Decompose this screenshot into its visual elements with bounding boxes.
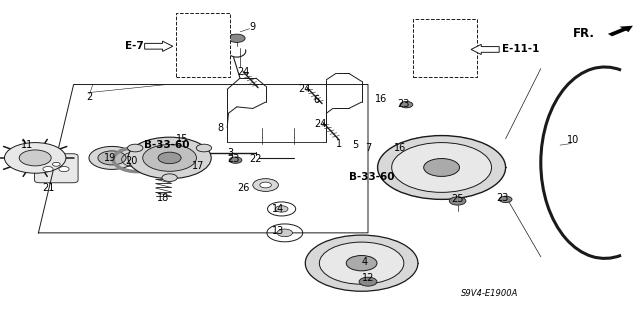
Text: 15: 15 (176, 134, 189, 144)
Circle shape (143, 145, 196, 171)
Text: 6: 6 (314, 95, 320, 106)
FancyBboxPatch shape (35, 154, 78, 183)
Text: 3: 3 (227, 148, 234, 158)
Circle shape (43, 167, 53, 172)
Circle shape (228, 34, 245, 42)
Text: 5: 5 (352, 140, 358, 150)
Text: 24: 24 (314, 119, 326, 130)
Circle shape (419, 51, 438, 61)
FancyArrow shape (145, 41, 173, 51)
Circle shape (162, 174, 177, 182)
Circle shape (277, 229, 292, 237)
Circle shape (449, 197, 466, 205)
Text: 24: 24 (237, 67, 250, 77)
Text: E-11-1: E-11-1 (502, 44, 540, 55)
Text: B-33-60: B-33-60 (349, 172, 394, 182)
Circle shape (275, 206, 288, 212)
Text: 2: 2 (86, 92, 93, 102)
Circle shape (4, 143, 66, 173)
Text: 19: 19 (104, 153, 116, 163)
Circle shape (305, 235, 418, 291)
FancyArrow shape (608, 26, 633, 36)
Text: S9V4-E1900A: S9V4-E1900A (461, 289, 518, 298)
Text: 23: 23 (227, 154, 240, 165)
Circle shape (89, 146, 135, 169)
Circle shape (359, 277, 377, 286)
Text: 9: 9 (250, 22, 256, 32)
Circle shape (499, 196, 512, 203)
Text: 21: 21 (42, 183, 54, 193)
Circle shape (319, 242, 404, 284)
Text: 25: 25 (451, 194, 464, 204)
Text: 7: 7 (365, 143, 371, 153)
Text: 10: 10 (566, 135, 579, 145)
Text: B-33-60: B-33-60 (144, 140, 189, 150)
FancyArrow shape (471, 44, 499, 55)
Text: 20: 20 (125, 156, 138, 166)
Circle shape (260, 182, 271, 188)
Circle shape (52, 162, 60, 166)
Circle shape (346, 256, 377, 271)
Text: 1: 1 (336, 138, 342, 149)
Circle shape (196, 144, 212, 152)
Text: 12: 12 (362, 272, 374, 283)
Text: 23: 23 (496, 193, 509, 203)
Text: 4: 4 (362, 256, 368, 267)
Text: 26: 26 (237, 183, 250, 193)
FancyBboxPatch shape (413, 19, 477, 77)
Text: 14: 14 (272, 204, 285, 214)
Text: 23: 23 (397, 99, 410, 109)
Text: 8: 8 (218, 122, 224, 133)
Circle shape (424, 159, 460, 176)
Circle shape (392, 143, 492, 192)
Text: 16: 16 (374, 94, 387, 104)
Text: 13: 13 (272, 226, 285, 236)
FancyBboxPatch shape (176, 13, 230, 77)
Circle shape (127, 144, 143, 152)
Circle shape (158, 152, 181, 164)
Text: 11: 11 (20, 140, 33, 150)
Circle shape (19, 150, 51, 166)
Text: FR.: FR. (573, 27, 595, 40)
Circle shape (98, 151, 126, 165)
Text: 18: 18 (157, 193, 170, 203)
Text: E-7: E-7 (125, 41, 143, 51)
Text: 24: 24 (298, 84, 310, 94)
Text: 17: 17 (192, 161, 205, 171)
Circle shape (378, 136, 506, 199)
Text: 16: 16 (394, 143, 406, 153)
Text: 22: 22 (250, 154, 262, 165)
Circle shape (229, 157, 242, 163)
Circle shape (400, 101, 413, 108)
Circle shape (253, 179, 278, 191)
Circle shape (59, 167, 69, 172)
Circle shape (128, 137, 211, 179)
